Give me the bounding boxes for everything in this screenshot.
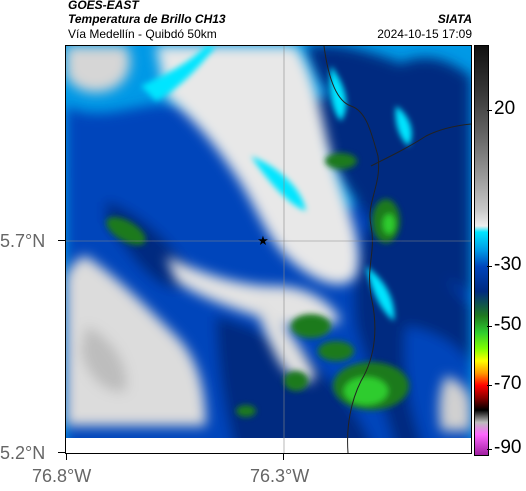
- colorbar-tick-mark: [487, 449, 492, 450]
- colorbar-tick-mark: [487, 266, 492, 267]
- colorbar-tick-mark: [487, 385, 492, 386]
- lon-tick: [66, 453, 67, 460]
- bottom-no-data-band: [66, 438, 471, 453]
- lat-tick: [58, 240, 65, 241]
- satellite-name: GOES-EAST: [68, 0, 139, 12]
- colorbar: [474, 45, 489, 456]
- region-label: Vía Medellín - Quibdó 50km: [68, 27, 217, 41]
- lon-label: 76.8°W: [32, 466, 92, 486]
- colorbar-tick-mark: [487, 326, 492, 327]
- colorbar-label: -30: [494, 254, 522, 275]
- product-title: Temperatura de Brillo CH13: [68, 12, 226, 26]
- colorbar-gradient: [475, 46, 488, 455]
- colorbar-label: -50: [494, 314, 522, 335]
- lon-tick: [283, 453, 284, 460]
- lat-tick: [58, 452, 65, 453]
- colorbar-tick-mark: [487, 110, 492, 111]
- lat-label: 5.2°N: [0, 443, 46, 463]
- timestamp: 2024-10-15 17:09: [377, 27, 472, 41]
- brand-label: SIATA: [437, 12, 472, 26]
- lat-label: 5.7°N: [0, 231, 46, 251]
- colorbar-label: 20: [494, 98, 516, 119]
- satellite-map[interactable]: ★: [65, 45, 472, 454]
- star-icon: ★: [257, 234, 269, 249]
- colorbar-label: -70: [494, 373, 522, 394]
- cyan-edges: [141, 46, 412, 321]
- border-line-west: [323, 46, 380, 453]
- map-canvas: ★: [66, 46, 471, 453]
- lon-label: 76.3°W: [250, 466, 310, 486]
- cold-cloud-tops: [106, 153, 409, 417]
- colorbar-scale: [475, 46, 488, 455]
- colorbar-label: -90: [494, 437, 522, 458]
- border-line-east: [370, 123, 471, 167]
- header: GOES-EAST Temperatura de Brillo CH13 Vía…: [68, 0, 472, 44]
